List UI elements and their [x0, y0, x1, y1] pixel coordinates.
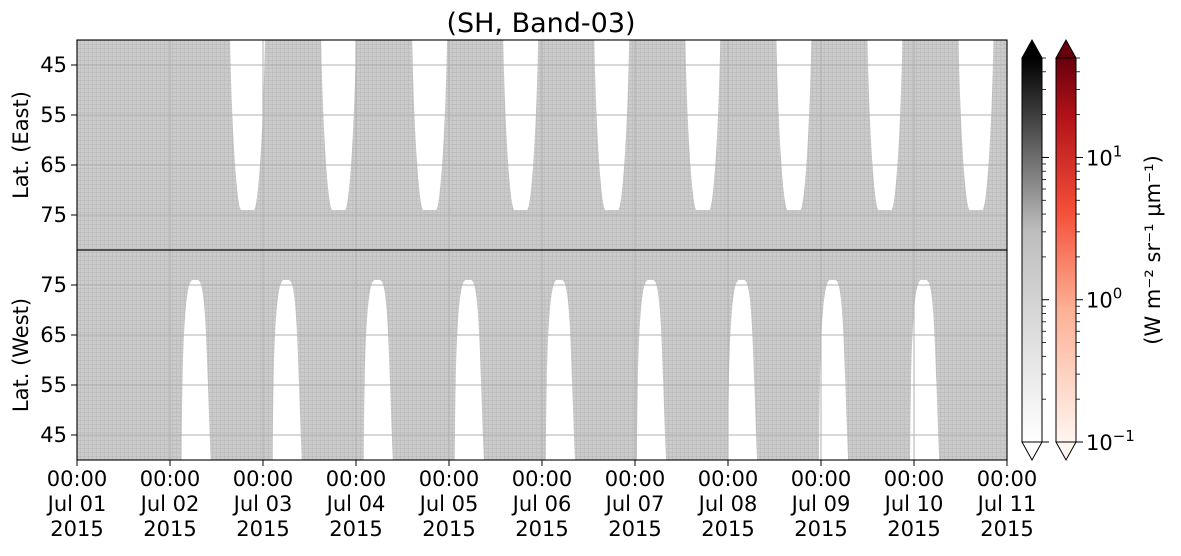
x-tick-label-line: 2015	[701, 517, 754, 541]
x-tick-label-line: Jul 11	[976, 492, 1037, 516]
x-tick-label-line: Jul 10	[883, 492, 944, 516]
x-tick-label: 00:00 Jul 05 2015	[418, 467, 480, 541]
colorbar-tick-base: 10	[1086, 431, 1113, 455]
gap-east-1	[230, 40, 265, 210]
colorbar-tick-exponent: −1	[1113, 427, 1135, 445]
x-tick-label-line: 00:00	[419, 467, 480, 491]
x-tick-label-line: 2015	[143, 517, 196, 541]
colorbar-tick-base: 10	[1086, 289, 1113, 313]
x-tick-label-line: Jul 02	[139, 492, 200, 516]
y-tick-label-west: 75	[40, 273, 67, 297]
gap-west-4	[454, 280, 484, 460]
x-tick-label-line: 00:00	[698, 467, 759, 491]
y-axis-label-west: Lat. (West)	[9, 298, 33, 412]
gap-east-4	[503, 40, 539, 210]
x-tick-label-line: Jul 09	[790, 492, 851, 516]
gap-west-1	[181, 280, 211, 460]
x-tick-label: 00:00 Jul 01 2015	[46, 467, 108, 541]
x-tick-label-line: 00:00	[326, 467, 387, 491]
y-tick-label-east: 45	[40, 53, 67, 77]
gap-west-2	[272, 280, 302, 460]
x-tick-label-line: Jul 05	[418, 492, 479, 516]
x-tick-label: 00:00 Jul 09 2015	[790, 467, 852, 541]
gap-east-6	[685, 40, 721, 210]
y-tick-label-west: 65	[40, 323, 67, 347]
colorbar-tick-label: 101	[1086, 142, 1122, 170]
colorbar-reds-extend-max	[1055, 38, 1077, 59]
gap-east-3	[412, 40, 448, 210]
colorbar-reds	[1055, 38, 1077, 462]
x-tick-label-line: 2015	[794, 517, 847, 541]
gap-west-8	[819, 280, 849, 460]
x-tick-label-line: 00:00	[140, 467, 201, 491]
x-tick-label-line: 00:00	[791, 467, 852, 491]
x-tick-label-line: Jul 06	[511, 492, 572, 516]
x-tick-label-line: 2015	[329, 517, 382, 541]
x-tick-label: 00:00 Jul 04 2015	[325, 467, 387, 541]
gap-west-9	[910, 280, 940, 460]
gap-west-6	[636, 280, 666, 460]
x-tick-label-line: Jul 07	[604, 492, 665, 516]
x-tick-label-line: 2015	[50, 517, 103, 541]
colorbar-label-text: (W m⁻² sr⁻¹ μm⁻¹)	[1141, 155, 1165, 345]
colorbar-tick-exponent: 1	[1113, 142, 1123, 160]
colorbar-reds-body	[1055, 57, 1077, 443]
x-tick-label-line: 2015	[608, 517, 661, 541]
gap-east-9	[958, 40, 994, 210]
x-tick-label: 00:00 Jul 02 2015	[139, 467, 201, 541]
colorbar-greys-extend-min	[1021, 441, 1043, 462]
colorbar-label: (W m⁻² sr⁻¹ μm⁻¹)	[1141, 155, 1165, 345]
y-tick-label-west: 45	[40, 423, 67, 447]
x-tick-label-line: 00:00	[977, 467, 1038, 491]
colorbar-greys-body	[1021, 57, 1043, 443]
y-tick-label-west: 55	[40, 373, 67, 397]
x-tick-label: 00:00 Jul 03 2015	[232, 467, 294, 541]
x-tick-label-line: 2015	[887, 517, 940, 541]
gap-east-7	[776, 40, 812, 210]
y-tick-label-east: 65	[40, 153, 67, 177]
x-tick-label: 00:00 Jul 06 2015	[511, 467, 573, 541]
colorbar-tick-exponent: 0	[1113, 285, 1123, 303]
gap-west-3	[363, 280, 393, 460]
colorbar-tick-label: 100	[1086, 285, 1122, 313]
y-ticks: 45 55 65 75 75 65 55 45	[40, 53, 77, 447]
chart-title: (SH, Band-03)	[446, 8, 635, 39]
x-tick-label-line: Jul 08	[697, 492, 758, 516]
y-tick-label-east: 55	[40, 103, 67, 127]
x-tick-label-line: 00:00	[884, 467, 945, 491]
colorbar-reds-extend-min	[1055, 441, 1077, 462]
y-tick-label-east: 75	[40, 203, 67, 227]
gap-west-5	[545, 280, 575, 460]
x-tick-label-line: Jul 01	[46, 492, 107, 516]
x-tick-label-line: Jul 03	[232, 492, 293, 516]
x-tick-label: 00:00 Jul 08 2015	[697, 467, 759, 541]
x-tick-label-line: 2015	[236, 517, 289, 541]
x-tick-label-line: Jul 04	[325, 492, 386, 516]
colorbar-greys-extend-max	[1021, 38, 1043, 59]
x-tick-label: 00:00 Jul 07 2015	[604, 467, 666, 541]
x-tick-label-line: 00:00	[233, 467, 294, 491]
gap-east-2	[321, 40, 356, 210]
x-tick-label-line: 2015	[422, 517, 475, 541]
y-axis-label-east: Lat. (East)	[9, 91, 33, 199]
gap-west-7	[728, 280, 758, 460]
x-tick-label: 00:00 Jul 11 2015	[976, 467, 1038, 541]
x-tick-label-line: 2015	[980, 517, 1033, 541]
x-tick-label-line: 00:00	[605, 467, 666, 491]
colorbar-tick-label: 10−1	[1086, 427, 1135, 455]
x-tick-label: 00:00 Jul 10 2015	[883, 467, 945, 541]
colorbar-tick-base: 10	[1086, 146, 1113, 170]
x-tick-label-line: 00:00	[512, 467, 573, 491]
gap-east-5	[594, 40, 630, 210]
gap-east-8	[867, 40, 903, 210]
x-tick-label-line: 00:00	[47, 467, 108, 491]
x-tick-label-line: 2015	[515, 517, 568, 541]
colorbar-greys	[1021, 38, 1043, 462]
